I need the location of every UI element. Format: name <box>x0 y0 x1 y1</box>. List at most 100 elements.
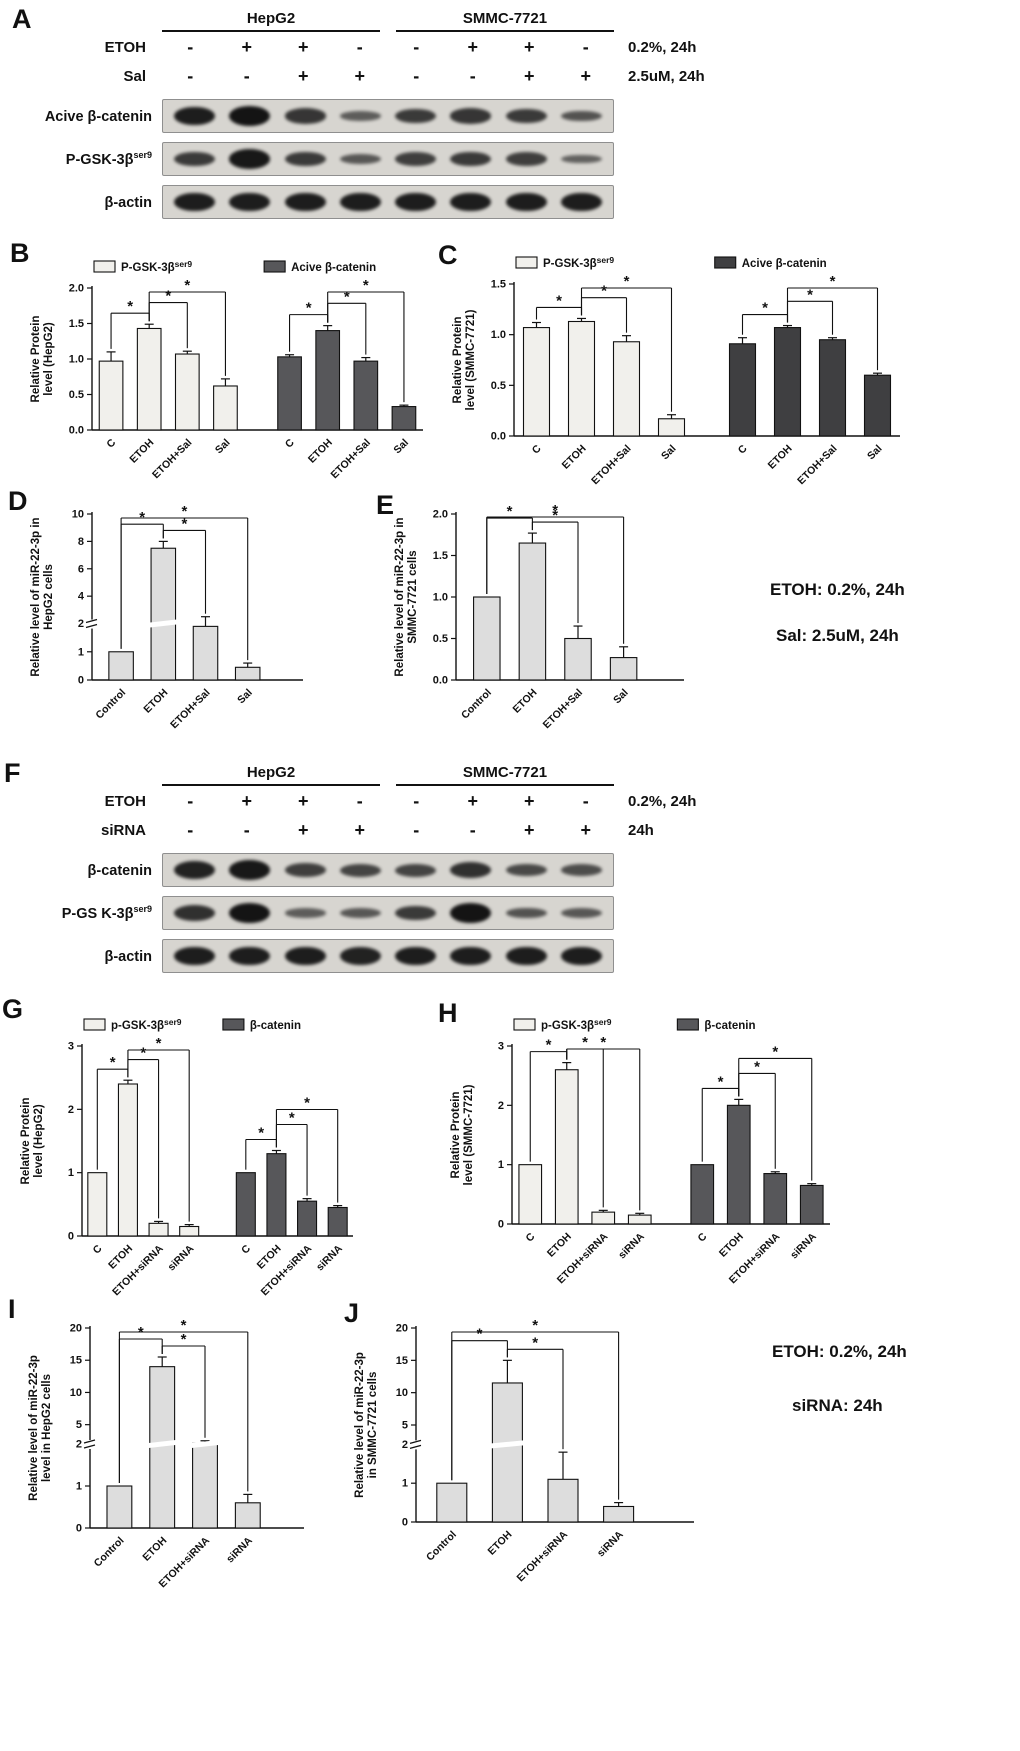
blot-box <box>162 853 614 887</box>
protein-band <box>174 192 216 212</box>
svg-text:level (SMMC-7721): level (SMMC-7721) <box>465 309 477 410</box>
protein-band <box>450 151 492 167</box>
svg-text:*: * <box>552 502 558 519</box>
blot-label: β-actin <box>36 193 162 211</box>
svg-text:in SMMC-7721 cells: in SMMC-7721 cells <box>367 1372 379 1479</box>
condition-sign: - <box>187 791 194 811</box>
note-etoh-bottom: ETOH: 0.2%, 24h <box>772 1342 907 1361</box>
condition-signs: - - + + - - + + <box>162 820 614 841</box>
svg-text:ETOH+Sal: ETOH+Sal <box>795 443 840 488</box>
blot-row-b-actin: β-actin <box>36 185 756 219</box>
protein-band <box>395 946 437 966</box>
svg-text:level (HepG2): level (HepG2) <box>43 322 55 396</box>
blot-lane <box>222 186 277 218</box>
blot-lane <box>443 143 498 175</box>
protein-band <box>229 106 271 126</box>
blot-box <box>162 896 614 930</box>
blot-lane <box>222 854 277 886</box>
condition-sign: + <box>241 37 252 57</box>
blot-row-b-catenin: β-catenin <box>36 853 756 887</box>
protein-band <box>284 151 326 167</box>
blot-label-sup: ser9 <box>133 904 152 915</box>
svg-text:C: C <box>104 436 118 450</box>
svg-text:2: 2 <box>76 1439 82 1451</box>
cell-line-header: HepG2 SMMC-7721 <box>162 10 614 32</box>
condition-sign: - <box>356 37 363 57</box>
svg-text:SMMC-7721 cells: SMMC-7721 cells <box>407 550 419 643</box>
blot-lane <box>554 143 609 175</box>
chart-B-protein-hepg2: 0.0 0.5 1.0 1.5 2.0 C ETOH ETOH+Sal Sal * * * P-GSK-… <box>26 250 431 492</box>
svg-text:*: * <box>762 300 768 317</box>
blot-lane <box>554 940 609 972</box>
protein-band <box>229 149 271 169</box>
svg-text:*: * <box>830 273 836 290</box>
svg-text:1.5: 1.5 <box>433 550 448 562</box>
svg-text:HepG2 cells: HepG2 cells <box>43 564 55 630</box>
panel-letter-B: B <box>10 238 30 268</box>
condition-sign: + <box>297 37 309 57</box>
blot-lane <box>333 897 388 929</box>
svg-text:*: * <box>624 273 630 290</box>
svg-text:1.0: 1.0 <box>69 354 84 366</box>
chart-svg-D: 01246810ControlETOHETOH+SalSal***Relativ… <box>30 503 303 731</box>
blot-lane <box>554 854 609 886</box>
svg-text:C: C <box>696 1230 710 1244</box>
blot-lane <box>167 854 222 886</box>
chart-D-mir22-hepg2: 01246810ControlETOHETOH+SalSal***Relativ… <box>26 500 311 742</box>
protein-band <box>505 152 547 166</box>
svg-text:Sal: Sal <box>611 687 631 707</box>
svg-text:*: * <box>304 1095 310 1112</box>
condition-sign: - <box>243 820 250 840</box>
blot-lane <box>222 940 277 972</box>
svg-text:Relative Protein: Relative Protein <box>452 317 464 404</box>
condition-sign: - <box>582 791 589 811</box>
blot-label-text: β-actin <box>104 948 152 965</box>
blot-lane <box>443 186 498 218</box>
protein-band <box>229 903 271 923</box>
blot-lane <box>333 186 388 218</box>
protein-band <box>560 154 602 164</box>
condition-sign: + <box>241 791 252 811</box>
svg-text:siRNA: siRNA <box>788 1230 819 1261</box>
svg-text:2: 2 <box>498 1100 504 1112</box>
blot-lane <box>499 143 554 175</box>
chart-E-mir22-smmc7721: 0.0 0.5 1.0 1.5 2.0 Control ETOH ETOH+Sal Sal * * *… <box>390 500 692 742</box>
condition-sign: + <box>297 66 309 86</box>
protein-band <box>450 192 492 212</box>
blot-lane <box>388 940 443 972</box>
panel-letter-E: E <box>376 490 395 520</box>
svg-text:0.0: 0.0 <box>433 675 448 687</box>
condition-sign: - <box>413 37 420 57</box>
svg-text:ETOH: ETOH <box>140 1535 169 1564</box>
svg-text:0: 0 <box>498 1219 504 1231</box>
svg-text:Acive β-catenin: Acive β-catenin <box>291 262 376 274</box>
svg-text:Sal: Sal <box>659 443 679 463</box>
panel-A-western-blot: HepG2 SMMC-7721 ETOH - + + - - + + - 0.2%, 24h … <box>36 10 756 219</box>
protein-band <box>450 946 492 966</box>
blot-label-text: P-GS K-3β <box>61 905 134 922</box>
svg-text:8: 8 <box>78 536 84 548</box>
blot-lane <box>333 143 388 175</box>
svg-text:15: 15 <box>70 1355 82 1367</box>
panel-letter-D: D <box>8 486 28 516</box>
svg-text:siRNA: siRNA <box>224 1534 255 1565</box>
note-sal-top: Sal: 2.5uM, 24h <box>776 626 899 645</box>
blot-label-text: P-GSK-3β <box>65 151 134 168</box>
blot-lane <box>499 854 554 886</box>
svg-text:level (HepG2): level (HepG2) <box>33 1104 45 1178</box>
condition-sign: + <box>467 791 478 811</box>
condition-note: 2.5uM, 24h <box>628 68 705 85</box>
condition-sign: + <box>580 66 591 86</box>
svg-text:Relative level of miR-22-3p: Relative level of miR-22-3p <box>354 1352 366 1498</box>
protein-band <box>450 108 492 124</box>
svg-text:siRNA: siRNA <box>166 1242 197 1273</box>
panel-letter-C: C <box>438 240 458 270</box>
chart-J-mir22-smmc7721-sirna: 0 1 2 5 10 15 20 Control ETOH ETOH+siRNA siRNA * * * R… <box>350 1314 702 1584</box>
chart-svg-I: 0125101520ControlETOHETOH+siRNAsiRNA***R… <box>28 1317 304 1590</box>
blot-label: β-actin <box>36 947 162 965</box>
blot-lane <box>554 186 609 218</box>
svg-text:6: 6 <box>78 563 84 575</box>
svg-text:ETOH+Sal: ETOH+Sal <box>589 443 634 488</box>
cell-line-label-smmc7721: SMMC-7721 <box>396 764 614 786</box>
